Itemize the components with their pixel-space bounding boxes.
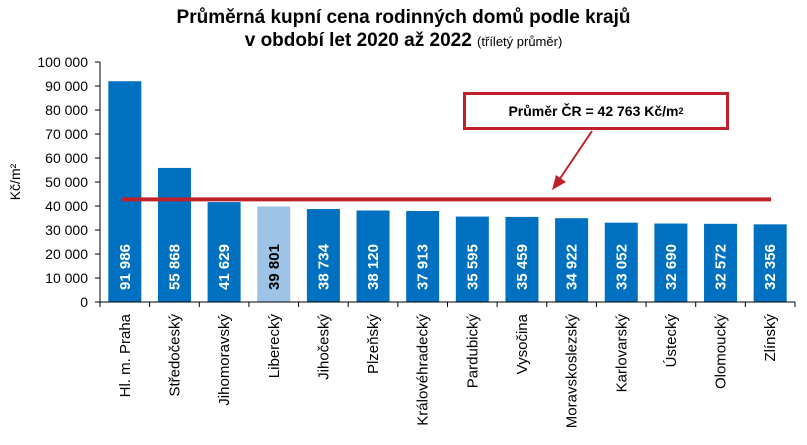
chart-subtitle: (tříletý průměr)	[477, 34, 563, 49]
bar-value-label: 32 690	[663, 244, 680, 290]
category-label: Jihočeský	[315, 314, 332, 380]
bar	[356, 210, 390, 302]
bar-value-label: 38 120	[365, 244, 382, 290]
y-axis-title: Kč/m²	[7, 163, 23, 200]
bar-value-label: 35 459	[514, 244, 531, 290]
chart-title-line2: v období let 2020 až 2022 (tříletý průmě…	[0, 29, 807, 53]
y-tick-label: 0	[80, 294, 88, 310]
bar-value-label: 34 922	[564, 244, 581, 290]
category-label: Karlovarský	[613, 314, 630, 393]
y-tick-label: 10 000	[45, 270, 88, 286]
category-label: Moravskoslezský	[564, 314, 581, 429]
bar	[753, 224, 787, 302]
bar	[505, 216, 539, 302]
bar-value-label: 32 356	[762, 244, 779, 290]
bar	[604, 222, 638, 302]
y-tick-label: 20 000	[45, 246, 88, 262]
y-tick-label: 70 000	[45, 126, 88, 142]
category-label: Olomoucký	[713, 314, 730, 390]
chart-title-line2-main: v období let 2020 až 2022	[244, 30, 472, 51]
category-label: Jihomoravský	[216, 314, 233, 406]
category-label: Pardubický	[464, 314, 481, 389]
y-tick-label: 40 000	[45, 198, 88, 214]
bar-value-label: 35 595	[464, 244, 481, 290]
bar-value-label: 32 572	[713, 244, 730, 290]
bar	[207, 202, 241, 302]
bar-value-label: 38 734	[315, 243, 332, 290]
y-tick-label: 90 000	[45, 78, 88, 94]
bar-value-label: 41 629	[216, 244, 233, 290]
category-label: Středočeský	[166, 314, 183, 397]
category-label: Zlínský	[762, 314, 779, 362]
bar-value-label: 37 913	[415, 244, 432, 290]
bar	[555, 218, 589, 302]
bar	[108, 81, 142, 302]
category-label: Vysočina	[514, 313, 531, 374]
bar	[306, 209, 340, 302]
annotation-arrowhead	[552, 175, 566, 190]
bar	[455, 216, 489, 302]
bar	[654, 223, 688, 302]
bar-value-label: 55 868	[166, 244, 183, 290]
bar-value-label: 33 052	[613, 244, 630, 290]
bar	[406, 211, 440, 302]
y-tick-label: 60 000	[45, 150, 88, 166]
chart-title-line1: Průměrná kupní cena rodinných domů podle…	[176, 7, 631, 28]
bar-value-label: 39 801	[266, 244, 283, 290]
average-annotation-text: Průměr ČR = 42 763 Kč/m	[508, 103, 679, 119]
bar	[704, 223, 738, 302]
y-tick-label: 30 000	[45, 222, 88, 238]
y-tick-label: 50 000	[45, 174, 88, 190]
average-annotation: Průměr ČR = 42 763 Kč/m 2	[463, 92, 729, 130]
chart-title: Průměrná kupní cena rodinných domů podle…	[0, 6, 807, 53]
category-label: Plzeňský	[365, 314, 382, 375]
category-label: Královéhradecký	[415, 314, 432, 426]
category-label: Hl. m. Praha	[117, 313, 134, 397]
category-label: Liberecký	[266, 314, 283, 379]
y-tick-label: 100 000	[37, 54, 88, 70]
bar	[157, 167, 191, 302]
category-label: Ústecký	[663, 314, 680, 368]
average-annotation-sup: 2	[678, 106, 684, 116]
annotation-arrow	[558, 130, 593, 181]
y-tick-label: 80 000	[45, 102, 88, 118]
bar	[257, 206, 291, 302]
bar-value-label: 91 986	[117, 244, 134, 290]
